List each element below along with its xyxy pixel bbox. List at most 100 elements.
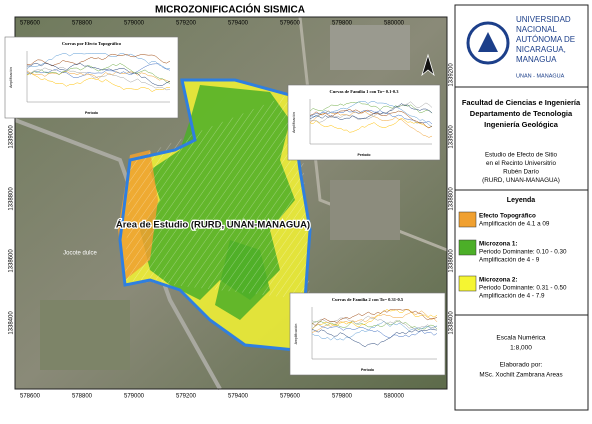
inset-curve xyxy=(26,70,171,83)
inset-curve xyxy=(26,72,171,92)
inset-curve xyxy=(311,320,438,341)
university-name: NICARAGUA, xyxy=(516,45,566,54)
inset-curve xyxy=(309,101,433,123)
x-coordinate: 579400 xyxy=(228,394,249,400)
buildings xyxy=(330,25,410,70)
university-name: AUTÓNOMA DE xyxy=(516,35,575,44)
inset-y-label: Amplificación xyxy=(292,112,296,133)
university-name: MANAGUA xyxy=(516,55,557,64)
x-coordinate: 579800 xyxy=(332,394,353,400)
inset-background xyxy=(287,84,441,161)
legend-text: Amplificación de 4 - 9 xyxy=(479,257,540,264)
legend-text: Amplificación de 4 - 7.9 xyxy=(479,293,545,300)
y-coordinate: 1338400 xyxy=(9,311,15,335)
map-title: MICROZONIFICACIÓN SISMICA xyxy=(155,3,305,16)
logo xyxy=(478,32,498,52)
x-coordinate: 578800 xyxy=(72,21,93,27)
inset-background xyxy=(4,36,179,119)
inset-curve xyxy=(309,117,433,133)
y-coordinate: 1339200 xyxy=(449,63,455,87)
inset-x-label: Periodo xyxy=(85,111,98,115)
inset-chart: Curvas de Familia 2 con To= 0.31-0.5 Ampl… xyxy=(289,292,446,376)
inset-curve xyxy=(26,63,171,79)
inset-curve xyxy=(26,53,171,69)
x-coordinate: 579200 xyxy=(176,394,197,400)
x-coordinate: 578800 xyxy=(72,394,93,400)
inset-y-label: Amplificación xyxy=(9,67,13,88)
legend-swatch xyxy=(458,239,477,256)
inset-x-label: Periodo xyxy=(361,368,374,372)
study-line: Rubén Darío xyxy=(503,169,539,176)
place-label: Jocote dulce xyxy=(63,251,97,257)
inset-curve xyxy=(309,101,433,128)
campus-name: UNAN - MANAGUA xyxy=(516,73,565,79)
inset-title: Curvas de Familia 2 con To= 0.31-0.5 xyxy=(332,297,404,302)
x-coordinate: 578600 xyxy=(20,21,41,27)
inset-background xyxy=(289,292,446,376)
university-name: UNIVERSIDAD xyxy=(516,15,571,24)
legend-text: Amplificación de 4.1 a 09 xyxy=(479,221,550,228)
university-name: NACIONAL xyxy=(516,25,557,34)
inset-chart: Curvas por Efecto Topográfico Amplificaci… xyxy=(4,36,179,119)
x-coordinate: 580000 xyxy=(384,394,405,400)
inset-chart: Curvas de Familia 1 con To= 0.1-0.3 Ampli… xyxy=(287,84,441,161)
x-coordinate: 579800 xyxy=(332,21,353,27)
legend-text: Periodo Dominante: 0.10 - 0.30 xyxy=(479,249,567,256)
inset-y-label: Amplificación xyxy=(294,324,298,345)
inset-curve xyxy=(26,53,171,67)
legend-swatch xyxy=(458,275,477,292)
inset-x-label: Periodo xyxy=(357,153,370,157)
inset-curve xyxy=(309,103,433,120)
study-area-label: Área de Estudio (RURD, UNAN-MANAGUA) xyxy=(116,220,310,231)
y-coordinate: 1338800 xyxy=(449,187,455,211)
y-coordinate: 1338600 xyxy=(9,249,15,273)
scale-value: 1:8,000 xyxy=(510,345,532,352)
inset-curve xyxy=(26,63,171,84)
legend-title: Leyenda xyxy=(507,197,536,204)
faculty-line: Ingeniería Geológica xyxy=(484,120,559,129)
study-line: (RURD, UNAN-MANAGUA) xyxy=(482,177,560,184)
neighborhood xyxy=(40,300,130,370)
x-coordinate: 579200 xyxy=(176,21,197,27)
x-coordinate: 580000 xyxy=(384,21,405,27)
inset-curve xyxy=(311,323,438,339)
inset-curve xyxy=(309,101,433,114)
inset-curve xyxy=(311,309,438,326)
y-coordinate: 1338400 xyxy=(449,311,455,335)
map-border xyxy=(14,16,448,390)
scale-title: Escala Numérica xyxy=(496,335,546,342)
x-coordinate: 579000 xyxy=(124,21,145,27)
legend-text: Microzona 1: xyxy=(479,241,518,248)
inset-curve xyxy=(27,63,171,86)
inset-curve xyxy=(26,66,171,91)
y-coordinate: 1339000 xyxy=(449,125,455,149)
legend-text: Efecto Topográfico xyxy=(479,213,536,220)
legend-swatch xyxy=(458,211,477,228)
x-coordinate: 578600 xyxy=(20,394,41,400)
x-coordinate: 579600 xyxy=(280,394,301,400)
y-coordinate: 1338600 xyxy=(449,249,455,273)
inset-title: Curvas por Efecto Topográfico xyxy=(62,41,122,46)
y-coordinate: 1339000 xyxy=(9,125,15,149)
x-coordinate: 579400 xyxy=(228,21,249,27)
x-coordinate: 579600 xyxy=(280,21,301,27)
faculty-line: Departamento de Tecnologia xyxy=(470,109,573,118)
neighborhood xyxy=(330,180,400,240)
panel-border xyxy=(454,4,589,411)
inset-curve xyxy=(311,328,438,348)
legend-text: Microzona 2: xyxy=(479,277,518,284)
faculty-line: Facultad de Ciencias e Ingeniería xyxy=(462,98,581,107)
x-coordinate: 579000 xyxy=(124,394,145,400)
author: MSc. Xochilt Zambrana Areas xyxy=(479,372,562,379)
road xyxy=(298,16,448,252)
study-line: en el Recinto Universitrio xyxy=(486,160,556,167)
hatching xyxy=(125,90,310,300)
credit-title: Elaborado por: xyxy=(500,362,543,369)
legend-text: Periodo Dominante: 0.31 - 0.50 xyxy=(479,285,567,292)
north-arrow xyxy=(421,53,435,77)
inset-curve xyxy=(311,320,438,330)
inset-title: Curvas de Familia 1 con To= 0.1-0.3 xyxy=(329,89,399,94)
inset-curve xyxy=(309,109,433,125)
